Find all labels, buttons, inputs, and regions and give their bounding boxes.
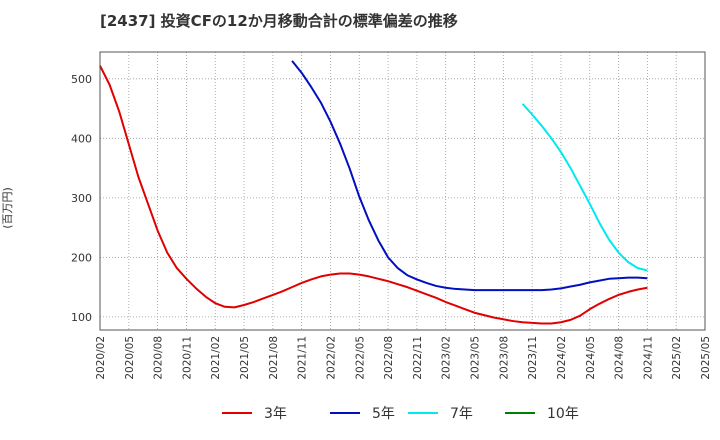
x-tick-label: 2023/02 — [441, 336, 453, 380]
y-tick-label: 400 — [71, 132, 92, 145]
x-tick-label: 2020/05 — [124, 336, 136, 380]
x-tick-layer: 2020/02 2020/05 2020/08 2020/11 2021/02 2021/… — [95, 336, 712, 380]
x-tick-label: 2022/05 — [354, 336, 366, 380]
legend-label: 3年 — [264, 406, 287, 422]
y-tick-label: 200 — [71, 251, 92, 264]
x-tick-label: 2024/05 — [585, 336, 597, 380]
y-tick-layer: 100 200 300 400 500 — [71, 73, 92, 324]
legend-swatch — [505, 412, 535, 414]
plot-frame — [99, 51, 706, 331]
x-tick-label: 2022/11 — [412, 336, 424, 380]
series-layer — [99, 60, 648, 325]
x-tick-label: 2023/11 — [527, 336, 539, 380]
x-tick-label: 2025/05 — [700, 336, 712, 380]
x-tick-label: 2024/02 — [556, 336, 568, 380]
legend-item: 3年 — [222, 403, 287, 423]
x-tick-label: 2021/02 — [210, 336, 222, 380]
x-tick-label: 2022/08 — [383, 336, 395, 380]
x-tick-label: 2024/08 — [614, 336, 626, 380]
y-tick-label: 100 — [71, 311, 92, 324]
legend-label: 7年 — [450, 406, 473, 422]
series-line-3年 — [99, 65, 648, 325]
x-tick-label: 2023/05 — [470, 336, 482, 380]
legend-label: 5年 — [372, 406, 395, 422]
legend-swatch — [222, 412, 252, 414]
x-tick-label: 2020/08 — [153, 336, 165, 380]
x-tick-label: 2021/11 — [297, 336, 309, 380]
x-tick-label: 2020/02 — [95, 336, 107, 380]
legend-swatch — [330, 412, 360, 414]
x-tick-label: 2021/08 — [268, 336, 280, 380]
legend-item: 7年 — [408, 403, 473, 423]
series-line-7年 — [521, 103, 648, 272]
x-tick-label: 2021/05 — [239, 336, 251, 380]
x-tick-label: 2022/02 — [325, 336, 337, 380]
legend-item: 5年 — [330, 403, 395, 423]
chart-title: [2437] 投資CFの12か月移動合計の標準偏差の推移 — [100, 12, 458, 30]
y-tick-label: 500 — [71, 73, 92, 86]
legend-label: 10年 — [547, 406, 579, 422]
x-tick-label: 2023/08 — [498, 336, 510, 380]
legend-item: 10年 — [505, 403, 579, 423]
grid-layer — [100, 52, 705, 330]
x-tick-label: 2024/11 — [642, 336, 654, 380]
legend: 3年 5年 7年 10年 — [0, 403, 720, 427]
legend-swatch — [408, 412, 438, 414]
x-tick-label: 2020/11 — [181, 336, 193, 380]
y-tick-label: 300 — [71, 192, 92, 205]
x-tick-label: 2025/02 — [671, 336, 683, 380]
series-line-5年 — [291, 60, 648, 292]
